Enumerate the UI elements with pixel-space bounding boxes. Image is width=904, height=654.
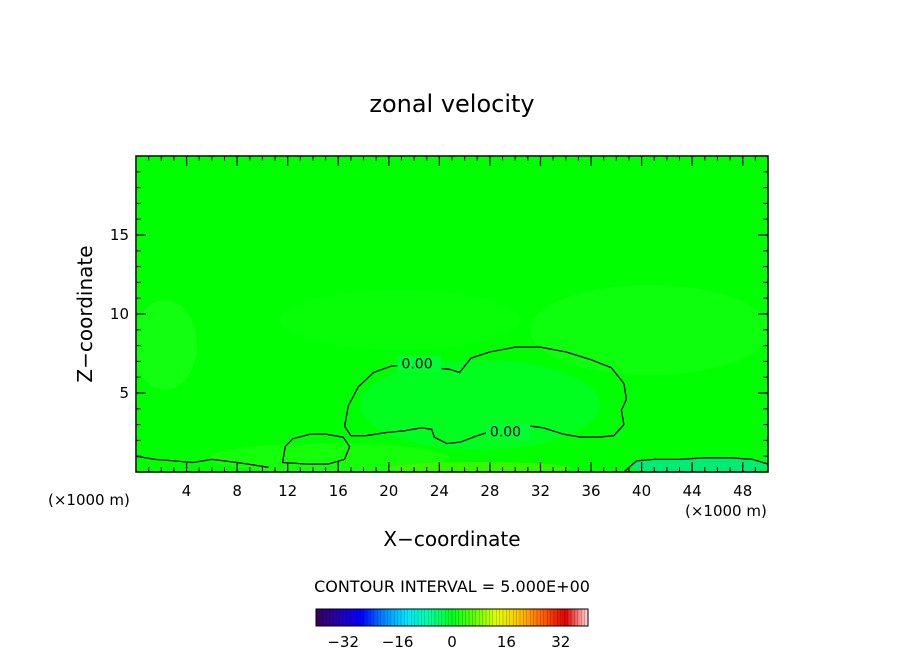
y-tick-label: 5 (119, 384, 129, 402)
colorbar-frame (315, 608, 589, 627)
x-axis-ticks: 4 8 12 16 20 24 28 32 36 40 44 48 (148, 156, 756, 500)
colorbar-tick-label: 0 (447, 633, 457, 651)
y-axis-title: Z−coordinate (73, 245, 97, 382)
x-tick-label: 4 (182, 482, 192, 500)
x-tick-label: 32 (531, 482, 550, 500)
colorbar: −32 −16 0 16 32 (315, 608, 589, 651)
x-tick-label: 48 (733, 482, 752, 500)
y-axis-ticks: 5 10 15 (110, 171, 768, 457)
x-axis-unit-left: (×1000 m) (48, 491, 130, 509)
contour-label-bg (485, 423, 530, 440)
y-tick-label: 15 (110, 226, 129, 244)
contour-zero-right (623, 457, 768, 472)
shade-region-upper-center (280, 290, 520, 350)
colorbar-tick-label: 16 (497, 633, 516, 651)
x-tick-label: 20 (379, 482, 398, 500)
shade-region-ground-cool (630, 458, 768, 472)
x-tick-label: 12 (278, 482, 297, 500)
x-tick-label: 36 (581, 482, 600, 500)
colorbar-tick-label: 32 (551, 633, 570, 651)
chart-title: zonal velocity (369, 90, 534, 118)
contour-interval-label: CONTOUR INTERVAL = 5.000E+00 (314, 577, 590, 596)
x-tick-label: 8 (232, 482, 242, 500)
colorbar-tick-label: −32 (327, 633, 359, 651)
contour-labels: 0.00 0.00 (397, 355, 530, 441)
contour-label: 0.00 (401, 357, 432, 373)
x-tick-label: 40 (632, 482, 651, 500)
shade-region-ground-warm (390, 462, 570, 472)
shade-region-upper-left (136, 300, 197, 390)
shade-region-core (360, 360, 600, 450)
shade-region-near-ground (210, 443, 450, 472)
colorbar-bands (319, 609, 585, 626)
colorbar-ticks: −32 −16 0 16 32 (327, 633, 570, 651)
x-axis-unit-right: (×1000 m) (685, 502, 767, 520)
y-tick-label: 10 (110, 305, 129, 323)
contour-label-bg (397, 355, 442, 372)
contour-zero-left (281, 433, 351, 465)
colorbar-tick-label: −16 (382, 633, 414, 651)
x-axis-title: X−coordinate (383, 527, 520, 551)
x-tick-label: 44 (683, 482, 702, 500)
x-tick-label: 24 (430, 482, 449, 500)
contour-label: 0.00 (490, 425, 521, 441)
x-tick-label: 28 (480, 482, 499, 500)
x-tick-label: 16 (329, 482, 348, 500)
shade-region-upper-right (530, 285, 768, 375)
